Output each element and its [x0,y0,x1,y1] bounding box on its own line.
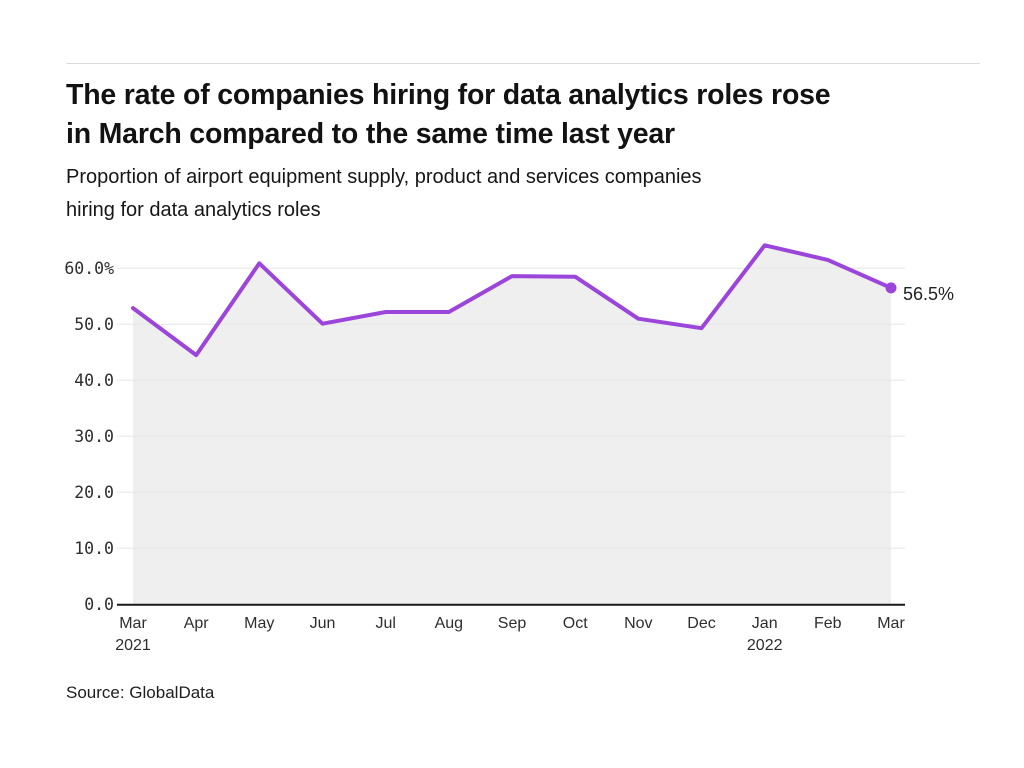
y-tick-label: 40.0 [74,371,114,390]
x-tick-label: Jan [752,615,778,632]
y-tick-label: 10.0 [74,539,114,558]
end-point-value-label: 56.5% [903,284,954,304]
y-tick-label: 30.0 [74,427,114,446]
top-divider [66,63,980,64]
x-tick-label: Mar [119,615,147,632]
x-tick-label: Dec [687,615,715,632]
x-tick-label: Feb [814,615,842,632]
y-tick-label: 0.0 [84,595,114,614]
x-tick-label: Jul [375,615,395,632]
x-tick-label: Aug [435,615,463,632]
x-tick-label: Mar [877,615,905,632]
chart-area-fill [133,245,891,604]
data-line [131,243,893,358]
x-tick-label: Oct [563,615,588,632]
x-tick-label: Jun [310,615,336,632]
y-tick-label: 20.0 [74,483,114,502]
end-point-marker [885,282,897,294]
page-title-line2: in March compared to the same time last … [66,118,675,150]
page-subtitle-line1: Proportion of airport equipment supply, … [66,166,702,188]
page-subtitle: Proportion of airport equipment supply, … [66,161,976,227]
y-tick-label: 60.0% [64,259,114,278]
x-tick-label: May [244,615,274,632]
page-title: The rate of companies hiring for data an… [66,76,976,154]
page-title-line1: The rate of companies hiring for data an… [66,79,831,111]
source-note: Source: GlobalData [66,683,215,702]
x-year-label: 2021 [115,637,151,654]
x-tick-label: Nov [624,615,652,632]
y-tick-label: 50.0 [74,315,114,334]
x-year-label: 2022 [747,637,783,654]
page-subtitle-line2: hiring for data analytics roles [66,199,321,221]
x-tick-label: Sep [498,615,527,632]
x-tick-label: Apr [184,615,210,632]
